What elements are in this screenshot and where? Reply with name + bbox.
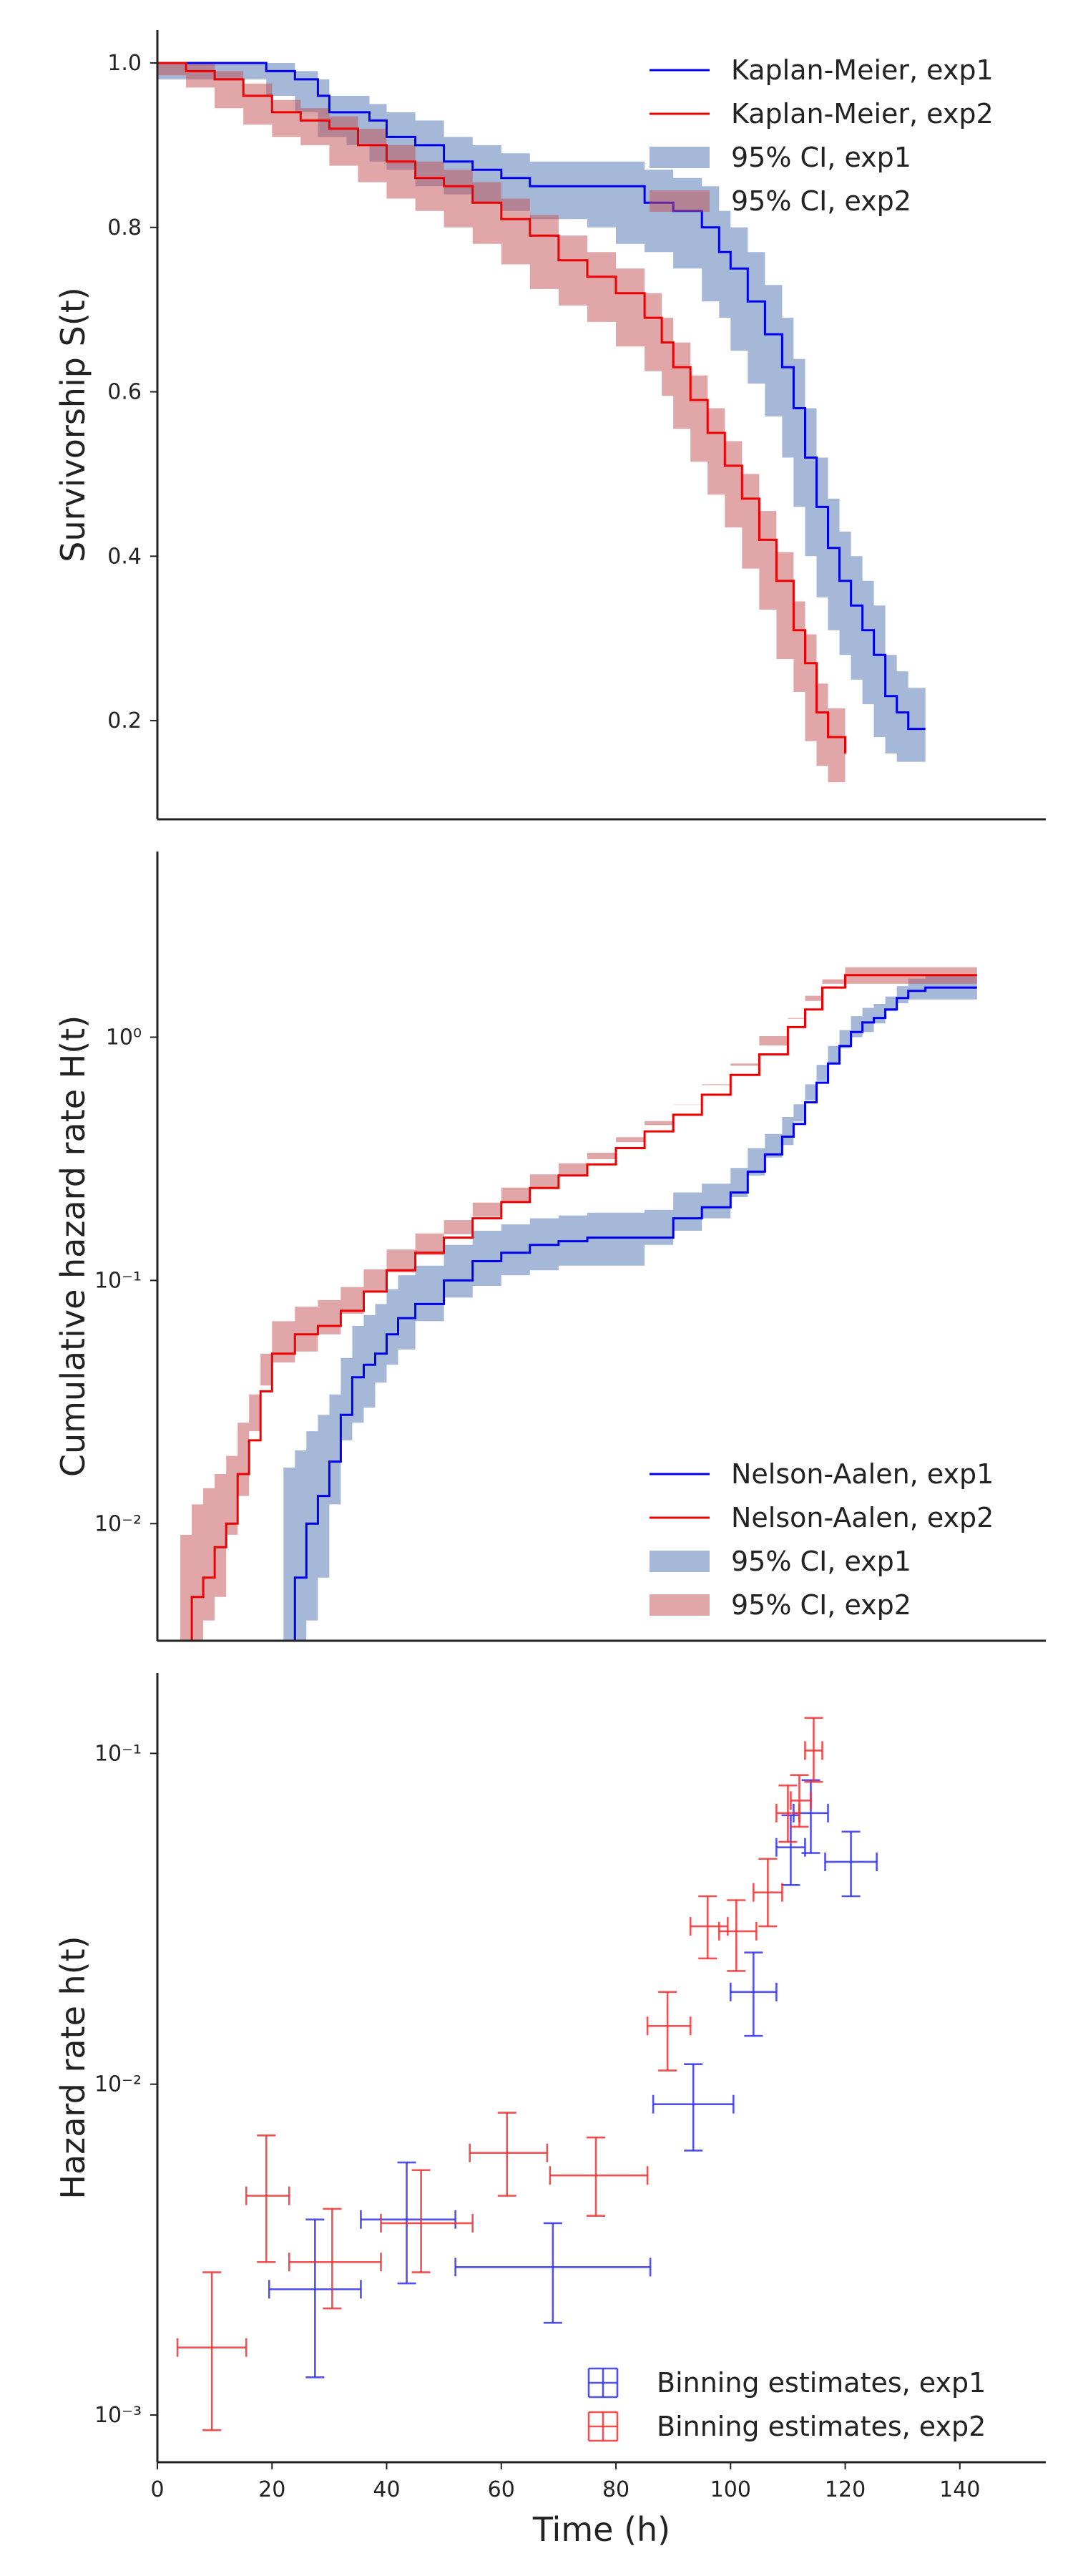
- hazard-rate-y-tick-label: 10⁻¹: [94, 1741, 142, 1766]
- hazard-rate-axes: [156, 1673, 1046, 2464]
- hazard-rate-y-tick-label: 10⁻³: [94, 2403, 142, 2428]
- panel-hazard-rate: 10⁻³ 10⁻² 10⁻¹ 0 20 40 60 80 100 120 140 Hazard r…: [54, 1673, 1046, 2549]
- survivorship-curves: [157, 62, 926, 754]
- cumulative-hazard-y-axis-title: Cumulative hazard rate H(t): [54, 1015, 92, 1477]
- binning-estimate-exp2: [245, 2135, 290, 2263]
- survivorship-y-tick-label: 0.4: [107, 544, 142, 569]
- survivorship-y-ticks: 0.2 0.4 0.6 0.8 1.0: [107, 51, 157, 733]
- legend-entry: Nelson-Aalen, exp2: [650, 1502, 994, 1533]
- binning-estimate-exp2: [469, 2112, 549, 2197]
- hazard-rate-y-ticks: 10⁻³ 10⁻² 10⁻¹: [94, 1741, 157, 2428]
- legend-band-swatch: [650, 1551, 710, 1572]
- cumulative-hazard-ci-bands: [180, 967, 977, 1641]
- cumulative-hazard-curve-exp2: [190, 974, 977, 1641]
- binning-estimate-exp2: [753, 1858, 783, 1928]
- legend-label: 95% CI, exp2: [731, 185, 911, 217]
- binning-estimate-exp1: [268, 2218, 362, 2379]
- legend-label: 95% CI, exp2: [731, 1589, 911, 1621]
- hazard-rate-points: [176, 1717, 878, 2431]
- binning-estimate-exp2: [804, 1717, 823, 1783]
- cumulative-hazard-y-tick-label: 10⁻²: [94, 1511, 142, 1536]
- hazard-rate-x-tick-label: 40: [373, 2477, 400, 2502]
- hazard-rate-y-tick-label: 10⁻²: [94, 2072, 142, 2097]
- hazard-rate-y-axis-title: Hazard rate h(t): [54, 1936, 92, 2199]
- survivorship-curve-exp2: [157, 62, 846, 754]
- cumulative-hazard-ci-band-exp2: [180, 967, 977, 1641]
- legend-band-swatch: [650, 1594, 710, 1616]
- cumulative-hazard-curves: [190, 974, 977, 1641]
- legend-label: 95% CI, exp1: [731, 1546, 911, 1577]
- hazard-rate-x-tick-label: 60: [488, 2477, 515, 2502]
- survivorship-axes: [156, 30, 1046, 821]
- legend-entry: 95% CI, exp1: [650, 1546, 911, 1577]
- survivorship-y-tick-label: 0.8: [107, 215, 142, 240]
- legend-band-swatch: [650, 190, 710, 212]
- survivorship-y-tick-label: 0.6: [107, 380, 142, 405]
- hazard-rate-x-tick-label: 140: [939, 2477, 980, 2502]
- legend-entry: Kaplan-Meier, exp2: [650, 98, 994, 130]
- binning-estimate-exp2: [549, 2136, 649, 2217]
- legend-label: Nelson-Aalen, exp2: [731, 1502, 994, 1533]
- hazard-rate-x-tick-label: 100: [710, 2477, 751, 2502]
- legend-entry: 95% CI, exp1: [650, 142, 911, 173]
- hazard-rate-x-tick-label: 80: [602, 2477, 629, 2502]
- cumulative-hazard-y-ticks: 10⁻² 10⁻¹ 10⁰: [94, 1025, 157, 1536]
- legend-errorbar-swatch: [587, 2411, 619, 2442]
- binning-estimate-exp1: [454, 2222, 652, 2324]
- hazard-rate-x-axis-title: Time (h): [532, 2510, 670, 2549]
- binning-estimate-exp1: [729, 1951, 778, 2037]
- binning-estimate-exp2: [646, 1991, 692, 2072]
- legend-entry: Kaplan-Meier, exp1: [650, 54, 994, 86]
- binning-estimate-exp1: [652, 2063, 735, 2152]
- binning-estimate-exp2: [176, 2271, 248, 2431]
- cumulative-hazard-axes: [156, 852, 1046, 1642]
- survivorship-y-tick-label: 0.2: [107, 708, 142, 733]
- legend-label: Binning estimates, exp2: [657, 2411, 986, 2442]
- legend-entry: Binning estimates, exp2: [587, 2411, 986, 2442]
- legend-label: Kaplan-Meier, exp2: [731, 98, 994, 130]
- survivorship-curve-exp1: [157, 62, 926, 731]
- cumulative-hazard-curve-exp1: [293, 986, 977, 1641]
- legend-entry: Nelson-Aalen, exp1: [650, 1458, 994, 1490]
- binning-estimate-exp2: [689, 1895, 729, 1960]
- binning-estimate-exp2: [380, 2169, 474, 2273]
- cumulative-hazard-y-tick-label: 10⁰: [106, 1025, 142, 1050]
- panel-survivorship: 0.2 0.4 0.6 0.8 1.0 Survivorship S(t) Kaplan…: [54, 30, 1046, 821]
- binning-estimate-exp2: [288, 2207, 382, 2310]
- survivorship-legend: Kaplan-Meier, exp1 Kaplan-Meier, exp2 95% …: [650, 54, 994, 217]
- hazard-rate-x-tick-label: 20: [258, 2477, 285, 2502]
- cumulative-hazard-ci-band-exp1: [283, 975, 977, 1641]
- survivorship-y-tick-label: 1.0: [107, 51, 142, 76]
- legend-entry: Binning estimates, exp1: [587, 2367, 986, 2399]
- legend-label: Kaplan-Meier, exp1: [731, 54, 994, 86]
- binning-estimate-exp1: [775, 1814, 806, 1886]
- hazard-rate-legend: Binning estimates, exp1 Binning estimates…: [587, 2367, 986, 2442]
- hazard-rate-x-tick-label: 0: [150, 2477, 164, 2502]
- cumulative-hazard-legend: Nelson-Aalen, exp1 Nelson-Aalen, exp2 95% …: [650, 1458, 994, 1621]
- legend-label: 95% CI, exp1: [731, 142, 911, 173]
- survivorship-y-axis-title: Survivorship S(t): [54, 287, 92, 562]
- binning-estimate-exp1: [824, 1830, 878, 1898]
- binning-estimate-exp2: [790, 1774, 812, 1828]
- hazard-rate-x-tick-label: 120: [825, 2477, 866, 2502]
- hazard-rate-x-ticks: 0 20 40 60 80 100 120 140: [150, 2462, 980, 2502]
- legend-entry: 95% CI, exp2: [650, 185, 911, 217]
- survivorship-ci-band-exp1: [157, 63, 926, 762]
- cumulative-hazard-y-tick-label: 10⁻¹: [94, 1268, 142, 1293]
- legend-label: Binning estimates, exp1: [657, 2367, 986, 2399]
- binning-estimate-exp2: [775, 1784, 800, 1843]
- legend-entry: 95% CI, exp2: [650, 1589, 911, 1621]
- legend-label: Nelson-Aalen, exp1: [731, 1458, 994, 1490]
- binning-estimate-exp2: [717, 1899, 758, 1972]
- legend-errorbar-swatch: [587, 2367, 619, 2399]
- legend-band-swatch: [650, 147, 710, 168]
